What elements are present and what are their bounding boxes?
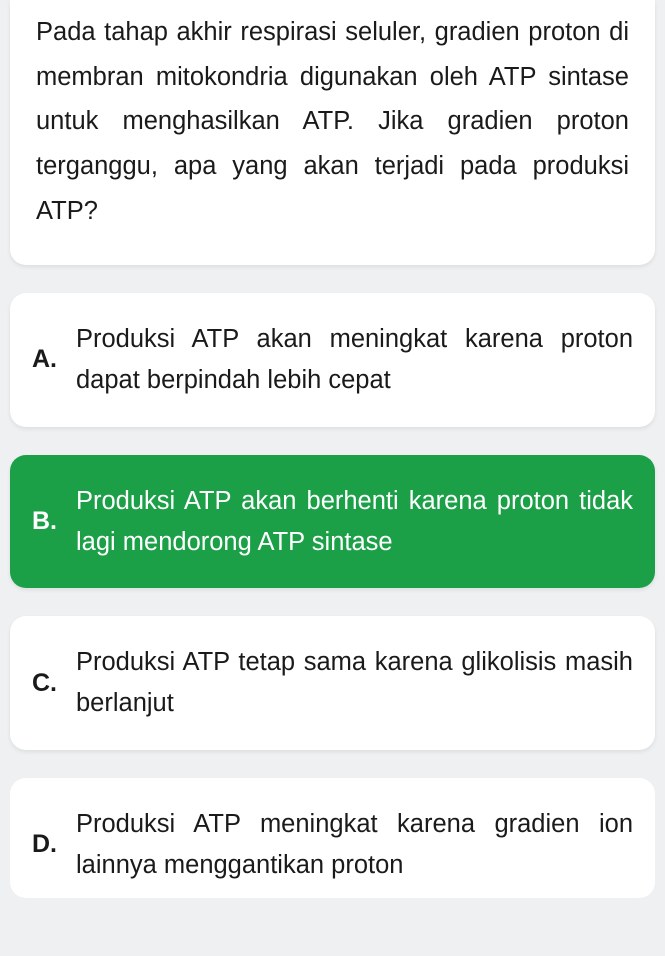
option-letter: B. bbox=[26, 507, 76, 536]
option-text: Produksi ATP tetap sama karena glikolisi… bbox=[76, 642, 633, 724]
option-text: Produksi ATP meningkat karena gradien io… bbox=[76, 804, 633, 886]
option-text: Produksi ATP akan meningkat karena proto… bbox=[76, 319, 633, 401]
quiz-container: Pada tahap akhir respirasi seluler, grad… bbox=[0, 0, 665, 898]
option-letter: D. bbox=[26, 830, 76, 859]
option-b[interactable]: B. Produksi ATP akan berhenti karena pro… bbox=[10, 455, 655, 589]
option-letter: A. bbox=[26, 345, 76, 374]
question-text: Pada tahap akhir respirasi seluler, grad… bbox=[36, 10, 629, 233]
option-letter: C. bbox=[26, 669, 76, 698]
question-card: Pada tahap akhir respirasi seluler, grad… bbox=[10, 0, 655, 265]
option-a[interactable]: A. Produksi ATP akan meningkat karena pr… bbox=[10, 293, 655, 427]
option-d[interactable]: D. Produksi ATP meningkat karena gradien… bbox=[10, 778, 655, 898]
option-text: Produksi ATP akan berhenti karena proton… bbox=[76, 481, 633, 563]
option-c[interactable]: C. Produksi ATP tetap sama karena glikol… bbox=[10, 616, 655, 750]
